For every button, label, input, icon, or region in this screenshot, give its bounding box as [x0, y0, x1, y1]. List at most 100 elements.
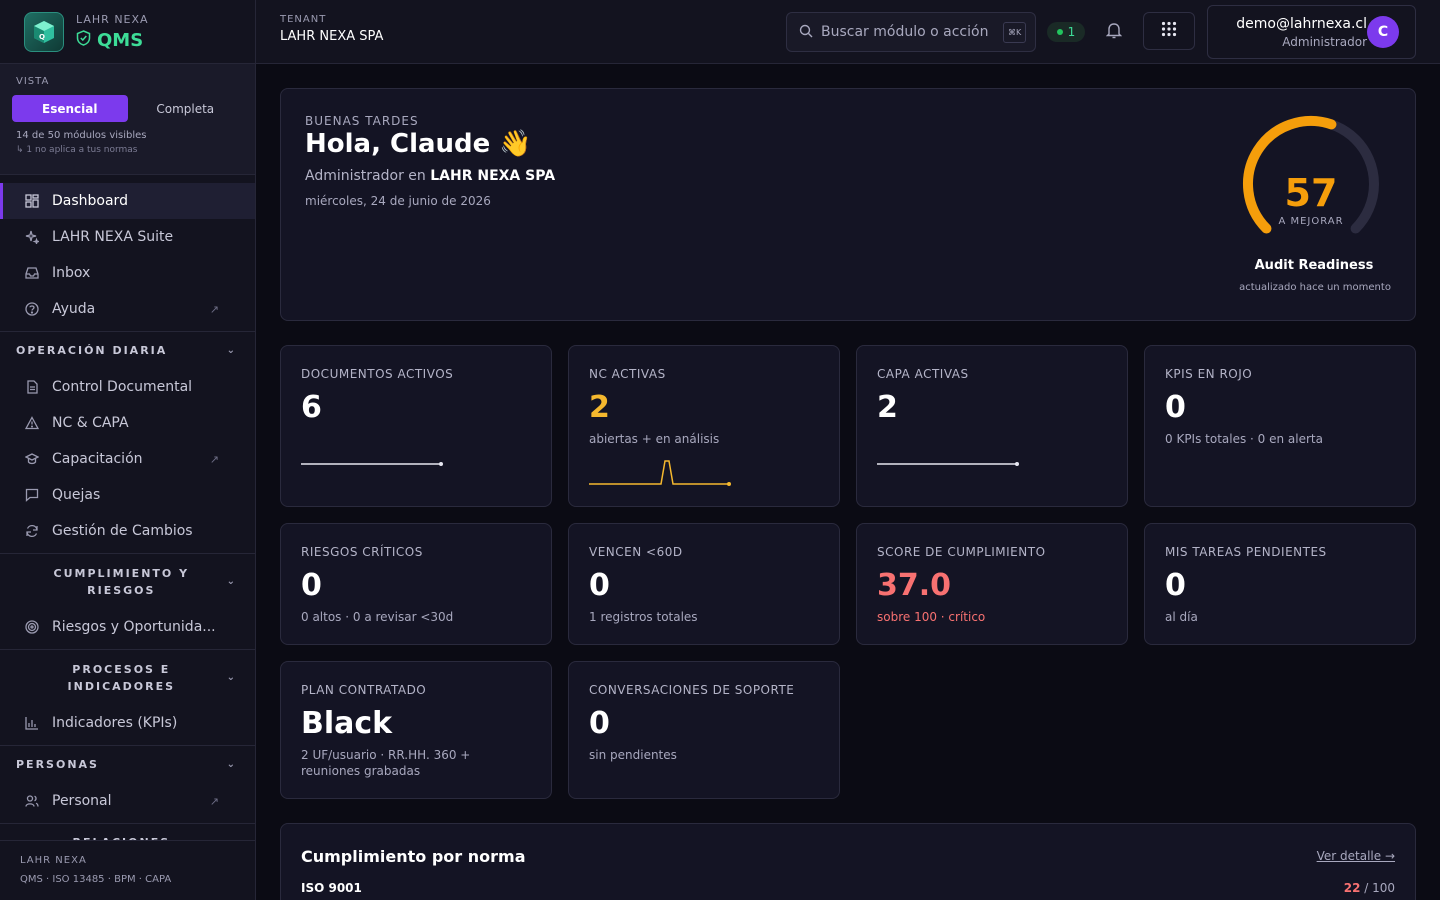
- kpi-card-soporte[interactable]: CONVERSACIONES DE SOPORTE 0 sin pendient…: [568, 661, 840, 799]
- chevron-down-icon: ⌄: [226, 672, 237, 683]
- kpi-value: Black: [301, 706, 393, 741]
- sidebar-item-riesgos[interactable]: Riesgos y Oportunida...: [0, 609, 255, 645]
- tenant-selector[interactable]: TENANT LAHR NEXA SPA: [280, 14, 383, 44]
- app-logo-icon: Q: [24, 11, 64, 52]
- kpi-value: 0: [1165, 390, 1186, 425]
- user-menu[interactable]: demo@lahrnexa.cl Administrador C: [1207, 5, 1416, 59]
- gauge-fill: [1243, 116, 1337, 234]
- sidebar-item-label: Indicadores (KPIs): [52, 715, 178, 731]
- kpi-subtext: 0 KPIs totales · 0 en alerta: [1165, 432, 1323, 446]
- kpi-label: CAPA ACTIVAS: [877, 367, 969, 381]
- kpi-card-tareas[interactable]: MIS TAREAS PENDIENTES 0 al día: [1144, 523, 1416, 645]
- external-link-icon: ↗: [209, 452, 219, 466]
- kpi-label: SCORE DE CUMPLIMIENTO: [877, 545, 1046, 559]
- sidebar-item-suite[interactable]: LAHR NEXA Suite: [0, 219, 255, 255]
- sidebar-item-label: Dashboard: [52, 193, 128, 209]
- bell-icon: [1105, 22, 1123, 43]
- kpi-card-nc[interactable]: NC ACTIVAS 2 abiertas + en análisis: [568, 345, 840, 507]
- sidebar-item-gestion-cambios[interactable]: Gestión de Cambios: [0, 513, 255, 549]
- chevron-down-icon: ⌄: [226, 759, 237, 770]
- kpi-subtext: 2 UF/usuario · RR.HH. 360 + reuniones gr…: [301, 748, 471, 778]
- sidebar-item-label: LAHR NEXA Suite: [52, 229, 174, 245]
- gauge-updated: actualizado hace un momento: [1239, 282, 1391, 293]
- kpi-value: 0: [589, 706, 610, 741]
- brand-company: LAHR NEXA: [76, 12, 149, 26]
- sidebar-item-label: Capacitación: [52, 451, 143, 467]
- footer-brand: LAHR NEXA: [20, 855, 87, 866]
- search-input[interactable]: [821, 24, 1001, 40]
- section-title-line: PROCESOS E: [72, 662, 171, 676]
- external-link-icon: ↗: [209, 794, 219, 808]
- gauge-title: Audit Readiness: [1254, 258, 1374, 273]
- grid-icon: [1161, 21, 1177, 41]
- score-max: / 100: [1360, 881, 1395, 895]
- kpi-label: KPIS EN ROJO: [1165, 367, 1253, 381]
- sparkle-icon: [24, 229, 40, 245]
- section-title-line: RIESGOS: [87, 583, 156, 597]
- sidebar-item-label: Inbox: [52, 265, 91, 281]
- sidebar-item-dashboard[interactable]: Dashboard: [0, 183, 255, 219]
- section-cumplimiento-riesgos[interactable]: CUMPLIMIENTO Y RIESGOS ⌄: [0, 553, 255, 609]
- user-email: demo@lahrnexa.cl: [1236, 16, 1367, 32]
- kpi-card-riesgos[interactable]: RIESGOS CRÍTICOS 0 0 altos · 0 a revisar…: [280, 523, 552, 645]
- sidebar-item-control-documental[interactable]: Control Documental: [0, 369, 255, 405]
- kpi-card-vencen[interactable]: VENCEN <60D 0 1 registros totales: [568, 523, 840, 645]
- kpi-card-plan[interactable]: PLAN CONTRATADO Black 2 UF/usuario · RR.…: [280, 661, 552, 799]
- notifications-button[interactable]: [1102, 20, 1126, 44]
- view-completa-button[interactable]: Completa: [156, 101, 215, 116]
- section-procesos-indicadores[interactable]: PROCESOS E INDICADORES ⌄: [0, 649, 255, 705]
- sidebar-item-ayuda[interactable]: Ayuda ↗: [0, 291, 255, 327]
- kpi-subtext: 0 altos · 0 a revisar <30d: [301, 610, 454, 624]
- status-badge[interactable]: 1: [1047, 22, 1085, 42]
- greeting-label: BUENAS TARDES: [305, 114, 419, 128]
- sidebar-item-personal[interactable]: Personal ↗: [0, 783, 255, 819]
- kpi-value: 0: [589, 568, 610, 603]
- company-name: LAHR NEXA SPA: [430, 168, 556, 184]
- sidebar-item-quejas[interactable]: Quejas: [0, 477, 255, 513]
- standard-score: 22 / 100: [1344, 881, 1395, 895]
- sidebar-item-label: NC & CAPA: [52, 415, 129, 431]
- sidebar-item-label: Control Documental: [52, 379, 193, 395]
- view-esencial-button[interactable]: Esencial: [12, 95, 128, 122]
- kpi-card-documentos[interactable]: DOCUMENTOS ACTIVOS 6: [280, 345, 552, 507]
- target-icon: [24, 619, 40, 635]
- sidebar-item-nc-capa[interactable]: NC & CAPA: [0, 405, 255, 441]
- inbox-icon: [24, 265, 40, 281]
- sidebar-item-capacitacion[interactable]: Capacitación ↗: [0, 441, 255, 477]
- sidebar-item-inbox[interactable]: Inbox: [0, 255, 255, 291]
- brand[interactable]: Q LAHR NEXA QMS: [0, 0, 255, 64]
- sidebar: Q LAHR NEXA QMS VISTA Esencial Completa …: [0, 0, 256, 900]
- kpi-label: DOCUMENTOS ACTIVOS: [301, 367, 454, 381]
- kpi-value: 6: [301, 390, 322, 425]
- sidebar-item-kpis[interactable]: Indicadores (KPIs): [0, 705, 255, 741]
- kpi-card-kpis-rojo[interactable]: KPIS EN ROJO 0 0 KPIs totales · 0 en ale…: [1144, 345, 1416, 507]
- dashboard-icon: [24, 193, 40, 209]
- status-dot-icon: [1056, 29, 1063, 35]
- sidebar-item-label: Quejas: [52, 487, 101, 503]
- sidebar-footer: LAHR NEXA QMS · ISO 13485 · BPM · CAPA: [0, 840, 255, 900]
- score-value: 22: [1343, 881, 1361, 895]
- kpi-label: NC ACTIVAS: [589, 367, 666, 381]
- kpi-subtext: abiertas + en análisis: [589, 432, 720, 446]
- kpi-card-score[interactable]: SCORE DE CUMPLIMIENTO 37.0 sobre 100 · c…: [856, 523, 1128, 645]
- kpi-subtext: al día: [1165, 610, 1198, 624]
- kpi-label: CONVERSACIONES DE SOPORTE: [589, 683, 795, 697]
- sparkline: [301, 462, 443, 466]
- view-mode-toggle: Esencial Completa: [12, 95, 243, 122]
- search-box[interactable]: ⌘K: [786, 12, 1036, 52]
- chevron-down-icon: ⌄: [226, 345, 237, 356]
- view-detail-link[interactable]: Ver detalle →: [1316, 849, 1395, 863]
- kpi-subtext: sin pendientes: [589, 748, 677, 762]
- section-title: PERSONAS: [16, 758, 99, 771]
- gauge-value: 57: [1284, 171, 1338, 215]
- kpi-card-capa[interactable]: CAPA ACTIVAS 2: [856, 345, 1128, 507]
- audit-readiness-gauge[interactable]: 57 A MEJORAR: [1236, 109, 1386, 239]
- kpi-value: 2: [877, 390, 898, 425]
- bar-chart-icon: [24, 715, 40, 731]
- kpi-label: VENCEN <60D: [589, 545, 683, 559]
- section-operacion-diaria[interactable]: OPERACIÓN DIARIA ⌄: [0, 331, 255, 369]
- external-link-icon: ↗: [209, 302, 219, 316]
- apps-grid-button[interactable]: [1143, 12, 1195, 50]
- section-personas[interactable]: PERSONAS ⌄: [0, 745, 255, 783]
- user-role: Administrador: [1282, 35, 1367, 49]
